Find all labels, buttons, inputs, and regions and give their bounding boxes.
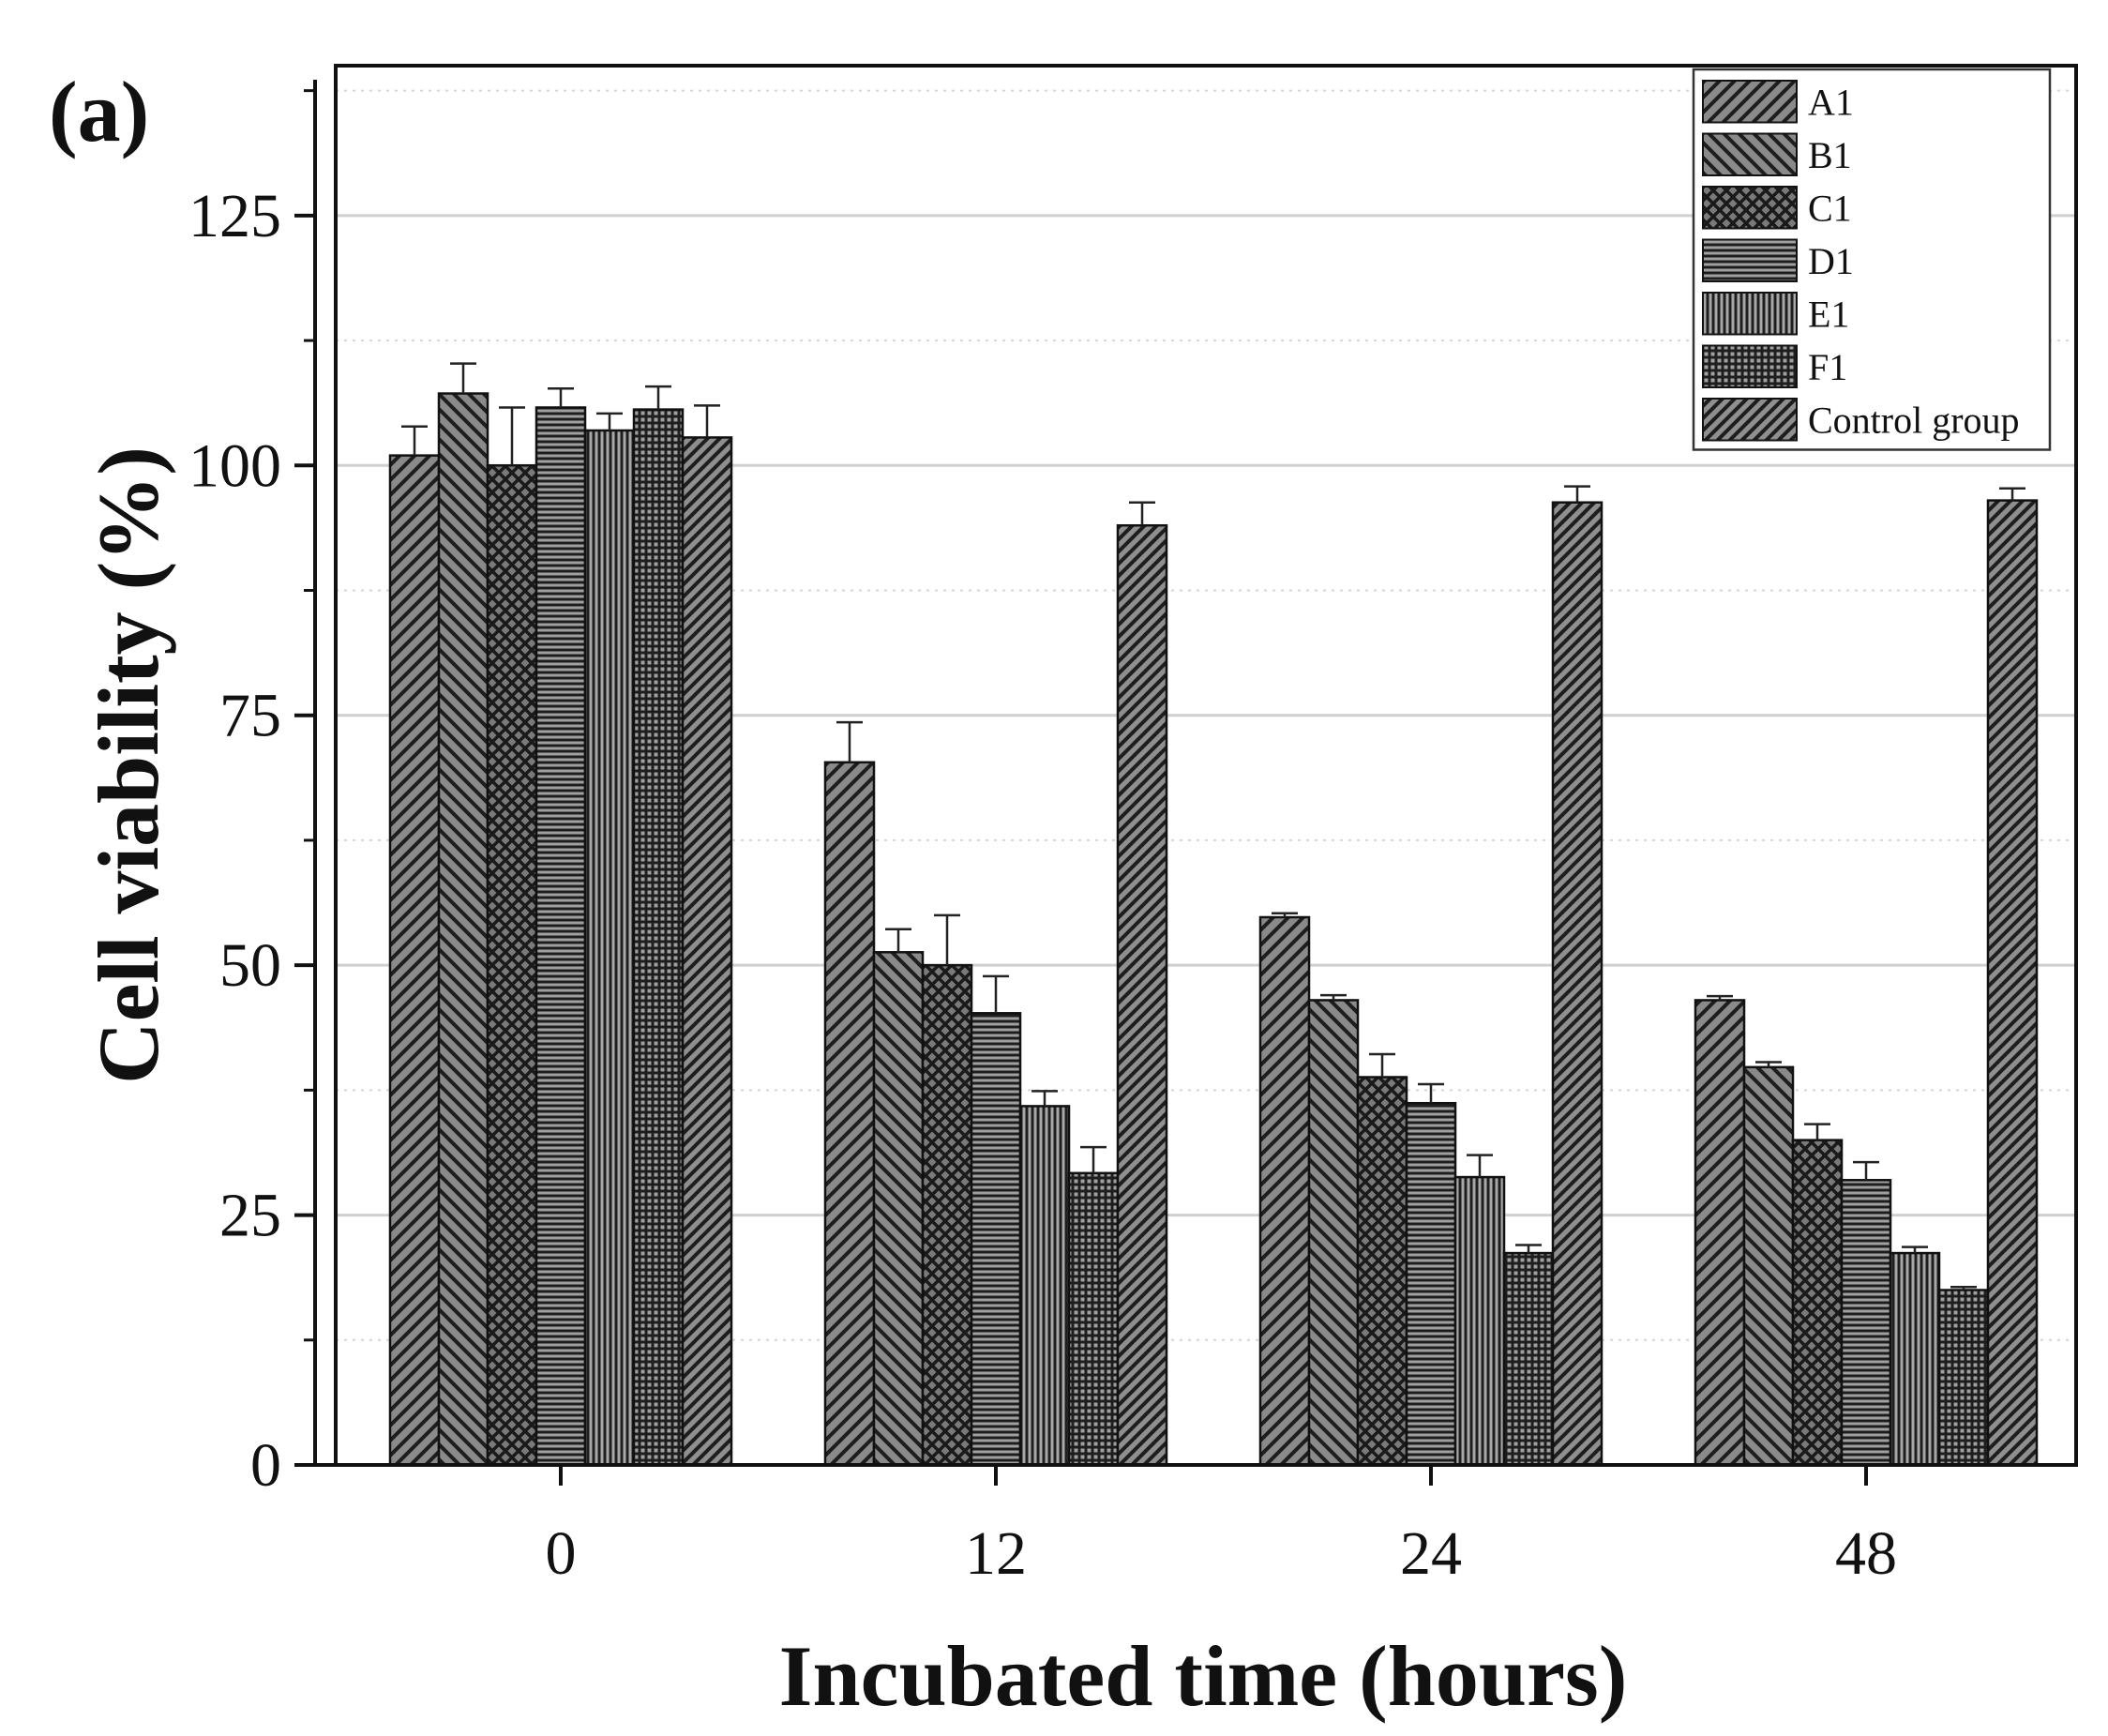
bar-c1-12 — [921, 963, 973, 1467]
error-bar — [1707, 994, 1733, 1001]
legend-item: B1 — [1702, 132, 1852, 176]
error-bar — [645, 385, 671, 410]
bar-d1-24 — [1405, 1101, 1457, 1467]
error-bar — [1950, 1286, 1977, 1291]
bar-b1-24 — [1307, 999, 1360, 1467]
x-axis-title: Incubated time (hours) — [779, 1628, 1628, 1724]
legend-item: A1 — [1702, 80, 1854, 124]
error-bar — [836, 720, 863, 762]
error-bars — [401, 362, 2025, 1291]
y-tick-label: 25 — [219, 1182, 281, 1250]
error-bar — [1755, 1061, 1782, 1067]
bar-a1-0 — [388, 454, 441, 1467]
y-tick-label: 75 — [219, 682, 281, 750]
x-axis: 0 12 24 48 — [315, 1463, 2076, 1588]
legend-swatch — [1702, 186, 1798, 230]
y-axis: 0 25 50 75 100 125 — [188, 80, 317, 1500]
error-bar — [548, 386, 574, 408]
bar-e1-0 — [583, 429, 636, 1467]
bar-c1-24 — [1356, 1076, 1408, 1467]
error-bar — [983, 974, 1009, 1014]
error-bar — [1031, 1090, 1058, 1107]
legend-label: Control group — [1808, 400, 2020, 442]
legend-label: F1 — [1808, 346, 1847, 388]
bar-f1-0 — [632, 408, 685, 1467]
legend-swatch — [1702, 80, 1798, 124]
bar-a1-24 — [1258, 915, 1311, 1467]
legend-swatch — [1702, 292, 1798, 336]
bar-control-group-12 — [1116, 523, 1168, 1467]
bar-d1-48 — [1840, 1179, 1892, 1467]
bar-f1-12 — [1067, 1171, 1120, 1467]
y-axis-title: Cell viability (%) — [81, 446, 176, 1084]
legend-swatch — [1702, 344, 1798, 388]
bar-control-group-48 — [1986, 499, 2039, 1467]
legend-swatch — [1702, 398, 1798, 442]
error-bar — [694, 404, 720, 438]
legend-item: Control group — [1702, 398, 2020, 442]
x-tick-label: 24 — [1400, 1519, 1462, 1588]
error-bar — [596, 412, 623, 430]
error-bar — [1129, 501, 1155, 526]
error-bar — [1467, 1154, 1493, 1178]
bar-f1-24 — [1502, 1251, 1555, 1467]
bar-e1-12 — [1018, 1105, 1071, 1467]
y-tick-label: 125 — [188, 182, 281, 250]
bar-a1-12 — [823, 761, 876, 1467]
x-tick-label: 0 — [546, 1519, 577, 1588]
bar-d1-12 — [970, 1012, 1022, 1467]
legend-swatch — [1702, 238, 1798, 282]
bar-control-group-24 — [1551, 501, 1604, 1467]
y-tick-label: 0 — [250, 1431, 281, 1500]
legend-item: F1 — [1702, 344, 1847, 388]
bar-b1-48 — [1742, 1065, 1795, 1467]
legend-label: A1 — [1808, 82, 1854, 124]
x-tick-label: 48 — [1835, 1519, 1897, 1588]
legend-label: D1 — [1808, 240, 1854, 282]
error-bar — [499, 406, 525, 466]
legend-label: E1 — [1808, 294, 1849, 336]
bar-d1-0 — [535, 406, 587, 1467]
bar-e1-48 — [1889, 1251, 1941, 1467]
legend-item: C1 — [1702, 186, 1852, 230]
x-tick-label: 12 — [965, 1519, 1027, 1588]
panel-label: (a) — [49, 64, 149, 159]
y-tick-label: 100 — [188, 431, 281, 500]
bar-b1-0 — [437, 392, 489, 1467]
error-bar — [1515, 1244, 1542, 1254]
error-bar — [1418, 1082, 1444, 1104]
legend-label: B1 — [1808, 134, 1852, 176]
error-bar — [1080, 1145, 1107, 1173]
bar-a1-48 — [1694, 999, 1746, 1467]
error-bar — [934, 913, 960, 966]
error-bar — [1902, 1245, 1928, 1254]
bar-b1-12 — [872, 951, 925, 1467]
legend-item: D1 — [1702, 238, 1854, 282]
legend: A1 B1 C1 D1 E1 F1 Control group — [1692, 68, 2052, 451]
legend-label: C1 — [1808, 188, 1852, 230]
error-bar — [401, 425, 428, 456]
legend-item: E1 — [1702, 292, 1849, 336]
error-bar — [885, 928, 911, 953]
bar-f1-48 — [1937, 1289, 1990, 1467]
error-bar — [1320, 993, 1347, 1001]
error-bar — [1853, 1160, 1879, 1181]
error-bar — [450, 362, 476, 394]
bars — [388, 392, 2039, 1467]
error-bar — [1804, 1123, 1830, 1140]
error-bar — [1999, 487, 2025, 501]
legend-swatch — [1702, 132, 1798, 176]
error-bar — [1272, 912, 1298, 917]
error-bar — [1564, 485, 1590, 503]
bar-control-group-0 — [681, 436, 733, 1467]
bar-c1-0 — [486, 464, 538, 1467]
bar-e1-24 — [1453, 1175, 1506, 1467]
error-bar — [1369, 1052, 1395, 1078]
bar-c1-48 — [1791, 1139, 1844, 1467]
y-tick-label: 50 — [219, 931, 281, 1000]
